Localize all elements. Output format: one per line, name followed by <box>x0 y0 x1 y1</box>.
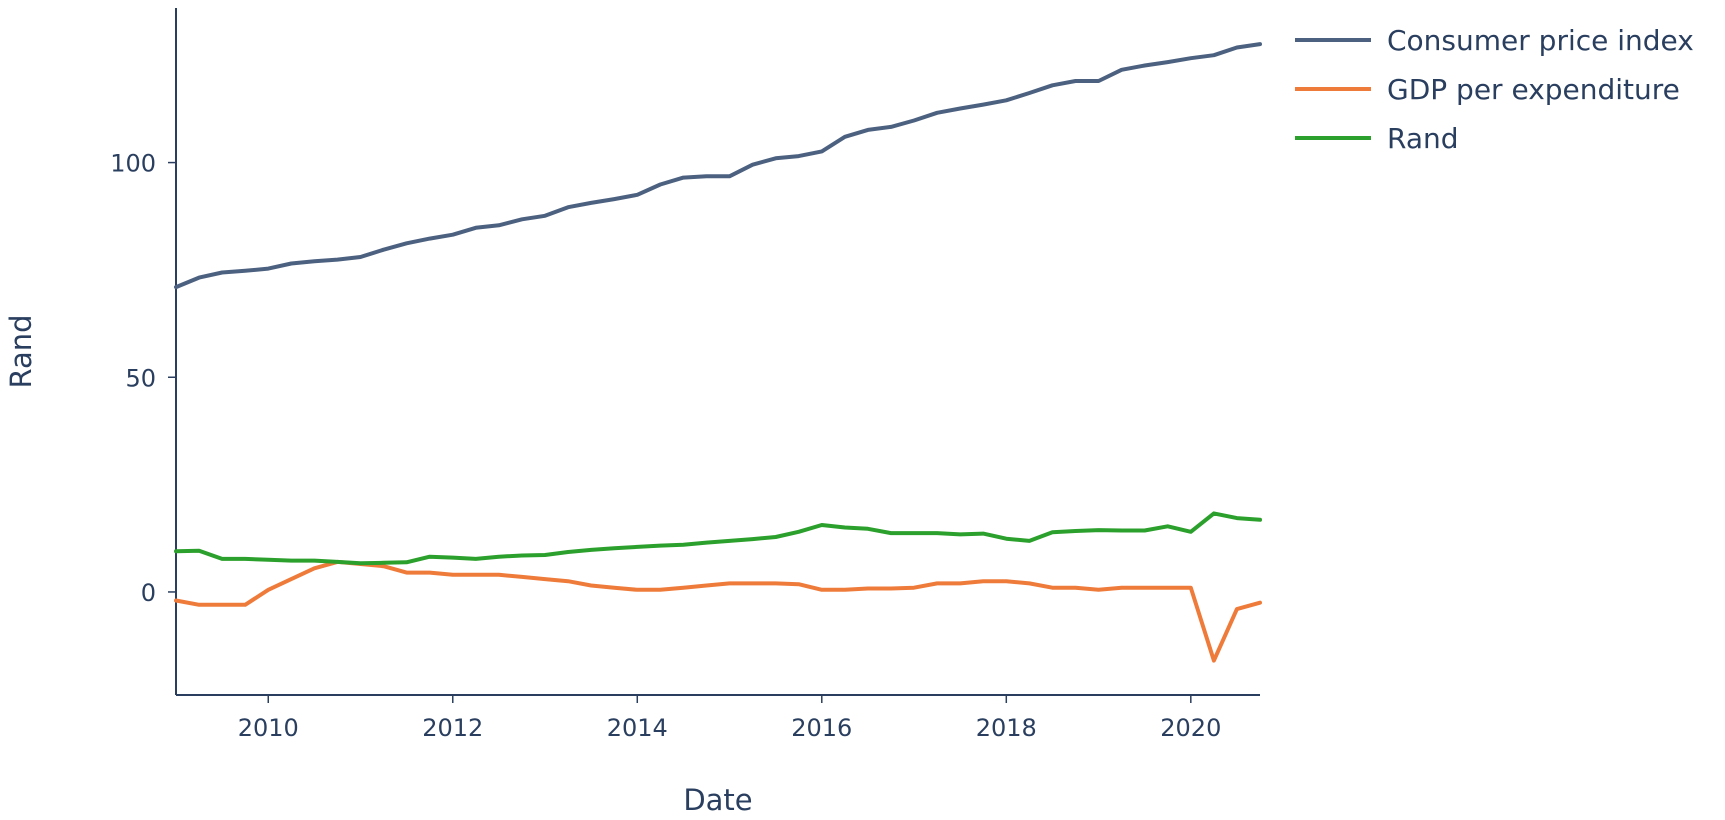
series-line-3 <box>174 511 1262 566</box>
y-axis-ticks: 0 50 100 <box>110 150 176 607</box>
x-tick-label: 2016 <box>791 714 852 742</box>
series-line-2 <box>174 559 1262 663</box>
series-lines <box>174 42 1262 663</box>
x-tick-label: 2010 <box>238 714 299 742</box>
y-tick-label: 0 <box>141 579 156 607</box>
x-axis-ticks: 2010 2012 2014 2016 2018 2020 <box>238 695 1221 742</box>
x-tick-label: 2014 <box>607 714 668 742</box>
x-tick-label: 2012 <box>422 714 483 742</box>
x-axis-title: Date <box>683 783 752 817</box>
legend-label: Consumer price index <box>1387 24 1694 57</box>
legend-label: Rand <box>1387 122 1459 155</box>
legend[interactable]: Consumer price index GDP per expenditure R… <box>1295 24 1694 155</box>
legend-label: GDP per expenditure <box>1387 73 1680 106</box>
x-tick-label: 2018 <box>976 714 1037 742</box>
axes <box>175 8 1260 696</box>
y-axis-title: Rand <box>4 314 38 388</box>
y-tick-label: 50 <box>125 364 156 392</box>
y-tick-label: 100 <box>110 150 156 178</box>
legend-item[interactable]: Consumer price index <box>1295 24 1694 57</box>
legend-item[interactable]: GDP per expenditure <box>1295 73 1680 106</box>
legend-item[interactable]: Rand <box>1295 122 1459 155</box>
series-line-1 <box>174 42 1262 290</box>
x-tick-label: 2020 <box>1160 714 1221 742</box>
